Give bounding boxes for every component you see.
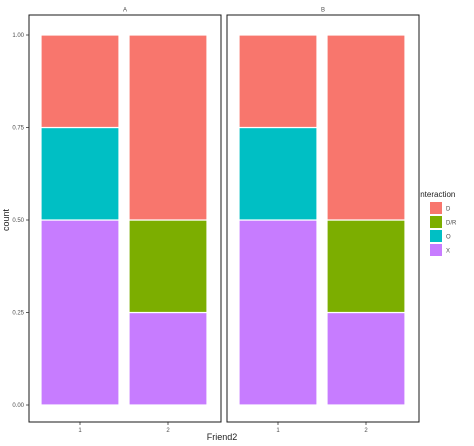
x-tick-label: 1 — [78, 428, 82, 434]
plot-area: A 1 2 B 1 2 0.00 0.25 0.50 0.75 1.00 — [12, 8, 420, 434]
panel-border — [28, 14, 222, 423]
facet-panel-B: B 1 2 — [226, 8, 420, 434]
y-tick-label: 1.00 — [12, 33, 24, 39]
legend-key-x — [430, 244, 442, 256]
y-tick-label: 0.00 — [12, 403, 24, 409]
y-axis-title: count — [1, 208, 11, 231]
panel-border — [226, 14, 420, 423]
legend-key-dr — [430, 216, 442, 228]
y-tick-label: 0.50 — [12, 218, 24, 224]
bar-segment-d — [238, 34, 318, 129]
bar-segment-d — [326, 34, 406, 221]
legend-label: O — [446, 235, 451, 241]
bar-segment-x — [40, 219, 120, 406]
legend-label: X — [446, 249, 450, 255]
x-tick-label: 2 — [166, 428, 170, 434]
facet-panel-A: A 1 2 — [28, 8, 222, 434]
bar-segment-x — [326, 311, 406, 406]
bar-segment-dr — [326, 219, 406, 314]
bar-segment-o — [40, 126, 120, 221]
legend-label: D/R — [446, 221, 457, 227]
x-axis-title: Friend2 — [207, 432, 238, 442]
bar-segment-d — [128, 34, 208, 221]
legend: D D/R O X — [430, 202, 457, 256]
bar-segment-d — [40, 34, 120, 129]
bar-segment-o — [238, 126, 318, 221]
facet-strip-label: B — [321, 8, 325, 14]
y-axis: 0.00 0.25 0.50 0.75 1.00 — [12, 33, 29, 409]
x-tick-label: 2 — [364, 428, 368, 434]
x-tick-label: 1 — [276, 428, 280, 434]
legend-key-d — [430, 202, 442, 214]
y-tick-label: 0.25 — [12, 311, 24, 317]
bar-segment-x — [238, 219, 318, 406]
bar-segment-dr — [128, 219, 208, 314]
legend-label: D — [446, 207, 451, 213]
legend-title: Interaction — [418, 190, 455, 199]
y-tick-label: 0.75 — [12, 126, 24, 132]
facet-strip-label: A — [123, 8, 127, 14]
bar-segment-x — [128, 311, 208, 406]
legend-key-o — [430, 230, 442, 242]
